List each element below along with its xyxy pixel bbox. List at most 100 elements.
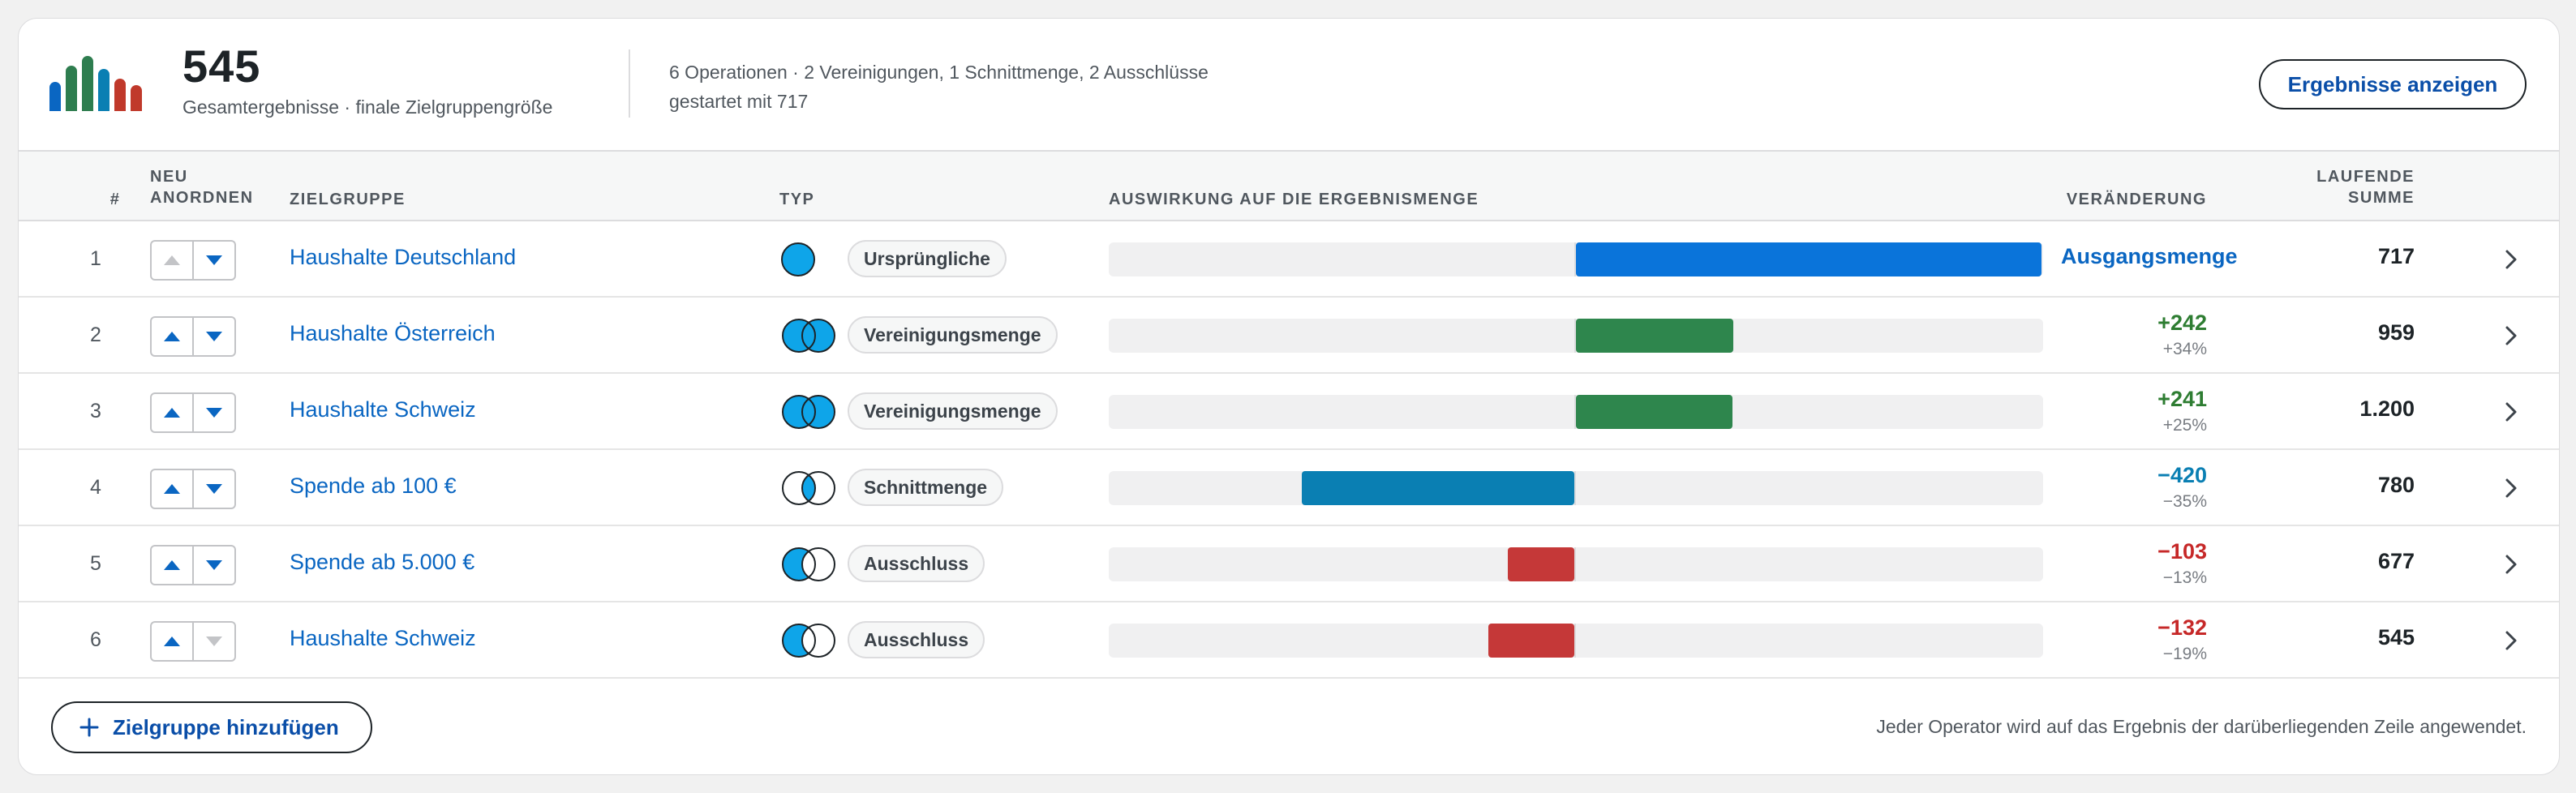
add-segment-button[interactable]: Zielgruppe hinzufügen xyxy=(51,701,372,753)
column-header-reorder: NEU ANORDNEN xyxy=(150,168,254,207)
arrow-down-icon xyxy=(206,484,222,494)
impact-zero-axis xyxy=(1574,471,1576,505)
operations-summary: 6 Operationen · 2 Vereinigungen, 1 Schni… xyxy=(669,58,1209,116)
running-total: 677 xyxy=(2377,549,2415,573)
reorder-control xyxy=(150,621,236,662)
move-up-button[interactable] xyxy=(152,623,192,660)
arrow-up-icon xyxy=(164,408,180,418)
chevron-right-icon[interactable] xyxy=(2497,322,2525,349)
arrow-up-icon xyxy=(164,484,180,494)
impact-zero-axis xyxy=(1574,319,1576,353)
impact-bar xyxy=(1507,547,1574,581)
logo-bar xyxy=(114,79,126,111)
table-row: 1 Haushalte Deutschland Ursprüngliche Aus… xyxy=(19,221,2559,298)
summary-divider xyxy=(629,49,630,118)
show-results-button[interactable]: Ergebnisse anzeigen xyxy=(2259,59,2527,109)
arrow-up-icon xyxy=(164,255,180,265)
column-header-running-total: LAUFENDE SUMME xyxy=(2316,168,2415,207)
impact-zero-axis xyxy=(1574,242,1576,276)
impact-zero-axis xyxy=(1574,547,1576,581)
move-up-button[interactable] xyxy=(152,318,192,355)
reorder-control xyxy=(150,316,236,357)
impact-zero-axis xyxy=(1574,395,1576,429)
move-down-button[interactable] xyxy=(192,547,234,584)
move-up-button[interactable] xyxy=(152,242,192,279)
impact-track xyxy=(1109,242,2043,276)
impact-bar xyxy=(1576,319,1733,353)
segment-link[interactable]: Haushalte Österreich xyxy=(290,321,496,345)
change-baseline-label: Ausgangsmenge xyxy=(2061,244,2238,268)
column-header-change: VERÄNDERUNG xyxy=(2066,191,2207,208)
add-segment-label: Zielgruppe hinzufügen xyxy=(113,714,339,739)
running-total: 1.200 xyxy=(2359,396,2415,421)
row-index: 3 xyxy=(90,400,101,422)
column-header-impact: AUSWIRKUNG AUF DIE ERGEBNISMENGE xyxy=(1109,191,1479,208)
change-value: −420 xyxy=(2157,463,2207,487)
running-total: 959 xyxy=(2377,320,2415,345)
logo-bar xyxy=(98,69,109,111)
segment-link[interactable]: Haushalte Schweiz xyxy=(290,626,476,650)
arrow-down-icon xyxy=(206,332,222,341)
operation-type-badge: Vereinigungsmenge xyxy=(848,316,1058,354)
row-index: 6 xyxy=(90,628,101,651)
segment-link[interactable]: Spende ab 100 € xyxy=(290,474,457,498)
move-down-button[interactable] xyxy=(192,394,234,431)
chevron-right-icon[interactable] xyxy=(2497,551,2525,578)
total-results-caption: Gesamtergebnisse · finale Zielgruppengrö… xyxy=(182,96,553,118)
reorder-control xyxy=(150,392,236,433)
chevron-right-icon[interactable] xyxy=(2497,398,2525,426)
reorder-control xyxy=(150,469,236,509)
change-percent: −19% xyxy=(2162,645,2207,663)
impact-bar xyxy=(1576,395,1732,429)
segment-builder-card: 545 Gesamtergebnisse · finale Zielgruppe… xyxy=(18,18,2560,775)
reorder-control xyxy=(150,240,236,281)
column-header-type: TYP xyxy=(779,191,815,208)
chevron-right-icon[interactable] xyxy=(2497,627,2525,654)
segment-link[interactable]: Haushalte Schweiz xyxy=(290,397,476,422)
impact-track xyxy=(1109,319,2043,353)
results-summary: 545 Gesamtergebnisse · finale Zielgruppe… xyxy=(19,19,2559,150)
segment-link[interactable]: Haushalte Deutschland xyxy=(290,245,517,269)
venn-exclusion-icon xyxy=(779,622,839,659)
running-total: 717 xyxy=(2377,244,2415,268)
move-up-button[interactable] xyxy=(152,470,192,508)
arrow-down-icon xyxy=(206,255,222,265)
venn-union-icon xyxy=(779,393,839,431)
operator-hint: Jeder Operator wird auf das Ergebnis der… xyxy=(1876,716,2527,737)
move-down-button[interactable] xyxy=(192,470,234,508)
operations-line: 6 Operationen · 2 Vereinigungen, 1 Schni… xyxy=(669,62,1209,83)
move-down-button[interactable] xyxy=(192,242,234,279)
logo-bar xyxy=(49,82,61,111)
started-with-line: gestartet mit 717 xyxy=(669,91,809,112)
table-row: 6 Haushalte Schweiz Ausschluss −132 −19% 54… xyxy=(19,602,2559,679)
impact-bar xyxy=(1301,471,1574,505)
operation-type-badge: Ursprüngliche xyxy=(848,240,1007,277)
chevron-right-icon[interactable] xyxy=(2497,246,2525,273)
impact-track xyxy=(1109,547,2043,581)
move-down-button[interactable] xyxy=(192,623,234,660)
column-header-index: # xyxy=(109,191,121,208)
change-value: +241 xyxy=(2157,387,2207,411)
impact-zero-axis xyxy=(1574,624,1576,658)
move-up-button[interactable] xyxy=(152,547,192,584)
plus-icon xyxy=(79,718,99,737)
operation-type-badge: Schnittmenge xyxy=(848,469,1004,506)
table-row: 5 Spende ab 5.000 € Ausschluss −103 −13% 67… xyxy=(19,526,2559,602)
change-value: −103 xyxy=(2157,539,2207,564)
row-index: 5 xyxy=(90,552,101,575)
logo-bar xyxy=(66,66,77,111)
venn-single-icon xyxy=(779,241,839,278)
segment-link[interactable]: Spende ab 5.000 € xyxy=(290,550,475,574)
chevron-right-icon[interactable] xyxy=(2497,474,2525,502)
change-percent: +25% xyxy=(2162,416,2207,435)
column-header-segment: ZIELGRUPPE xyxy=(290,191,406,208)
move-down-button[interactable] xyxy=(192,318,234,355)
row-index: 2 xyxy=(90,324,101,346)
arrow-down-icon xyxy=(206,560,222,570)
impact-track xyxy=(1109,471,2043,505)
running-total: 780 xyxy=(2377,473,2415,497)
bar-chart-logo-icon xyxy=(49,56,147,111)
move-up-button[interactable] xyxy=(152,394,192,431)
total-results-value: 545 xyxy=(182,41,261,92)
logo-bar xyxy=(82,56,93,111)
